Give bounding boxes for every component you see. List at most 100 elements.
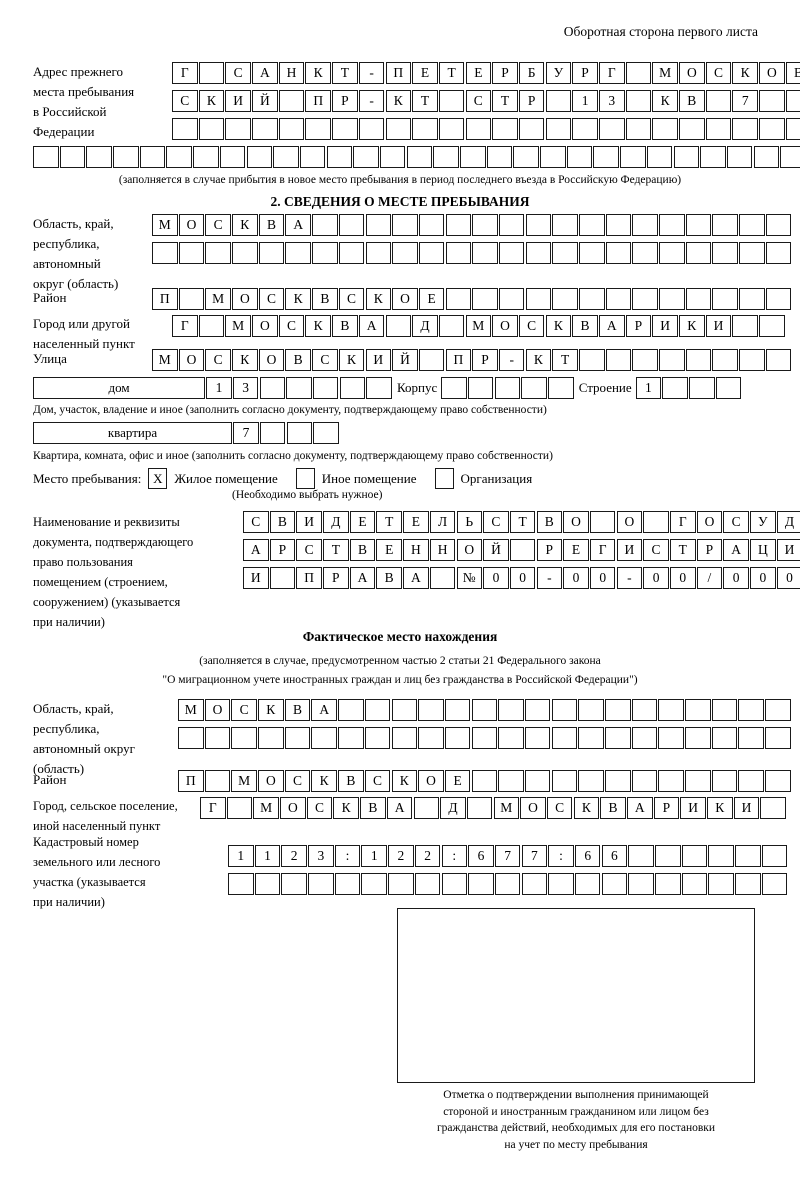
char-cell[interactable] [765, 288, 792, 310]
char-cell[interactable] [364, 699, 391, 721]
char-cell[interactable] [498, 699, 524, 721]
char-cell[interactable] [152, 242, 178, 264]
char-cell[interactable]: Д [412, 315, 438, 337]
char-cell[interactable]: С [284, 770, 311, 792]
char-cell[interactable]: - [358, 90, 385, 112]
char-cell[interactable]: 0 [670, 567, 696, 589]
char-cell[interactable]: О [696, 511, 723, 533]
char-cell[interactable]: Т [509, 511, 536, 533]
char-cell[interactable] [445, 288, 472, 310]
char-cell[interactable] [540, 146, 566, 168]
char-cell[interactable]: И [776, 539, 800, 561]
char-cell[interactable] [228, 873, 254, 895]
char-cell[interactable] [466, 797, 493, 819]
char-cell[interactable] [605, 699, 631, 721]
char-cell[interactable]: 2 [281, 845, 307, 867]
char-cell[interactable] [524, 699, 551, 721]
char-cell[interactable]: В [269, 511, 296, 533]
char-cell[interactable]: У [750, 511, 776, 533]
document-row-3[interactable]: И П Р А В А № 0 0-0 0-0 0/0 0 0 [243, 567, 800, 589]
char-cell[interactable]: 1 [572, 90, 598, 112]
char-cell[interactable] [385, 118, 411, 140]
char-cell[interactable]: Г [589, 539, 616, 561]
char-cell[interactable]: Е [418, 288, 445, 310]
char-cell[interactable] [388, 873, 414, 895]
char-cell[interactable]: С [243, 511, 269, 533]
char-cell[interactable] [166, 146, 192, 168]
char-cell[interactable]: Р [625, 315, 652, 337]
char-cell[interactable] [739, 242, 765, 264]
char-cell[interactable]: Р [323, 567, 349, 589]
char-cell[interactable]: К [707, 797, 733, 819]
char-cell[interactable] [286, 422, 313, 444]
char-cell[interactable] [579, 214, 605, 236]
char-cell[interactable] [753, 146, 780, 168]
char-cell[interactable] [632, 214, 658, 236]
char-cell[interactable] [365, 214, 391, 236]
char-cell[interactable] [552, 214, 578, 236]
char-cell[interactable] [311, 727, 337, 749]
char-cell[interactable]: / [696, 567, 723, 589]
char-cell[interactable] [379, 146, 406, 168]
char-cell[interactable] [498, 214, 525, 236]
char-cell[interactable]: А [723, 539, 749, 561]
char-cell[interactable]: Р [572, 62, 598, 84]
char-cell[interactable] [494, 377, 521, 399]
char-cell[interactable] [711, 727, 738, 749]
char-cell[interactable]: 0 [563, 567, 589, 589]
char-cell[interactable] [524, 770, 551, 792]
char-cell[interactable] [578, 770, 604, 792]
char-cell[interactable]: М [231, 770, 257, 792]
char-cell[interactable] [312, 242, 338, 264]
char-cell[interactable]: А [627, 797, 653, 819]
char-cell[interactable]: 2 [388, 845, 414, 867]
section2-region-row-2[interactable] [152, 242, 793, 264]
char-cell[interactable] [685, 288, 712, 310]
char-cell[interactable] [620, 146, 646, 168]
char-cell[interactable]: В [332, 315, 358, 337]
char-cell[interactable]: С [518, 315, 545, 337]
char-cell[interactable] [631, 770, 658, 792]
char-cell[interactable]: К [652, 90, 678, 112]
char-cell[interactable]: К [198, 90, 225, 112]
char-cell[interactable]: О [520, 797, 546, 819]
char-cell[interactable]: В [600, 797, 626, 819]
char-cell[interactable]: Т [376, 511, 402, 533]
char-cell[interactable] [226, 797, 253, 819]
char-cell[interactable]: В [360, 797, 386, 819]
char-cell[interactable] [204, 770, 231, 792]
char-cell[interactable] [472, 288, 498, 310]
char-cell[interactable] [178, 727, 204, 749]
char-cell[interactable]: 0 [750, 567, 776, 589]
char-cell[interactable]: И [705, 315, 732, 337]
char-cell[interactable]: 7 [494, 845, 521, 867]
char-cell[interactable]: Т [412, 90, 438, 112]
char-cell[interactable]: Р [653, 797, 680, 819]
char-cell[interactable] [338, 699, 364, 721]
char-cell[interactable] [385, 315, 411, 337]
char-cell[interactable]: П [445, 349, 472, 371]
char-cell[interactable] [765, 349, 792, 371]
char-cell[interactable]: Р [269, 539, 296, 561]
char-cell[interactable] [739, 288, 765, 310]
char-cell[interactable] [605, 214, 632, 236]
char-cell[interactable]: Р [472, 349, 498, 371]
char-cell[interactable]: С [225, 62, 251, 84]
char-cell[interactable]: Й [392, 349, 418, 371]
char-cell[interactable]: С [483, 511, 509, 533]
char-cell[interactable] [284, 727, 311, 749]
char-cell[interactable] [521, 377, 547, 399]
char-cell[interactable] [658, 699, 684, 721]
char-cell[interactable] [259, 377, 286, 399]
char-cell[interactable] [281, 873, 307, 895]
char-cell[interactable]: : [334, 845, 361, 867]
char-cell[interactable] [732, 315, 758, 337]
char-cell[interactable]: С [643, 539, 669, 561]
char-cell[interactable]: О [178, 214, 205, 236]
char-cell[interactable]: 6 [574, 845, 601, 867]
char-cell[interactable] [246, 146, 272, 168]
char-cell[interactable] [765, 214, 792, 236]
char-cell[interactable]: М [493, 797, 520, 819]
